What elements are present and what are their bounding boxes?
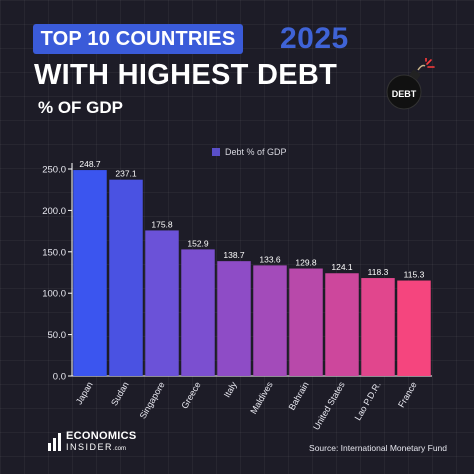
data-label: 152.9 bbox=[187, 238, 209, 248]
y-tick-label: 100.0 bbox=[42, 289, 66, 300]
x-tick-label: Italy bbox=[222, 380, 239, 400]
data-label: 118.3 bbox=[368, 267, 389, 277]
x-tick-label: Lao P.D.R. bbox=[353, 380, 383, 422]
bar-greece bbox=[181, 249, 215, 376]
legend: Debt % of GDP bbox=[212, 147, 287, 157]
data-label: 138.7 bbox=[223, 250, 245, 260]
x-tick-label: Japan bbox=[74, 380, 95, 406]
x-tick-label: Greece bbox=[179, 380, 202, 411]
data-label: 115.3 bbox=[404, 270, 425, 280]
data-label: 248.7 bbox=[79, 159, 101, 169]
data-label: 237.1 bbox=[115, 169, 137, 179]
data-label: 124.1 bbox=[331, 262, 353, 272]
y-tick-label: 150.0 bbox=[42, 247, 66, 258]
x-tick-label: France bbox=[396, 380, 419, 409]
bar-singapore bbox=[145, 230, 179, 376]
legend-label: Debt % of GDP bbox=[225, 147, 287, 157]
bar-italy bbox=[217, 261, 251, 376]
x-tick-label: United States bbox=[311, 380, 347, 432]
bar-japan bbox=[73, 170, 107, 376]
source-note: Source: International Monetary Fund bbox=[309, 443, 447, 453]
y-tick-label: 50.0 bbox=[48, 330, 67, 341]
brand-logo: ECONOMICS INSIDER.com bbox=[48, 431, 137, 455]
y-tick-label: 200.0 bbox=[42, 206, 66, 217]
year-label: 2025 bbox=[280, 22, 349, 55]
chart-subtitle: % OF GDP bbox=[38, 98, 124, 117]
bomb-label: DEBT bbox=[392, 89, 417, 99]
bar-france bbox=[397, 280, 431, 376]
x-tick-label: Bahrain bbox=[287, 380, 311, 412]
x-tick-label: Maldives bbox=[248, 380, 275, 416]
bomb-icon: DEBT bbox=[386, 58, 435, 110]
brand-sub: INSIDER bbox=[66, 442, 114, 452]
brand-name: ECONOMICS bbox=[66, 430, 137, 442]
bar-lao-p-d-r- bbox=[361, 278, 395, 376]
brand-domain: .com bbox=[113, 446, 127, 452]
x-tick-label: Singapore bbox=[138, 380, 167, 421]
title-badge-text: TOP 10 COUNTRIES bbox=[40, 27, 236, 50]
bar-united-states bbox=[325, 273, 359, 376]
headline: WITH HIGHEST DEBT bbox=[34, 59, 338, 91]
title-badge: TOP 10 COUNTRIES bbox=[33, 24, 243, 54]
legend-swatch bbox=[212, 148, 220, 156]
bar-bahrain bbox=[289, 268, 323, 376]
y-tick-label: 250.0 bbox=[42, 165, 66, 176]
y-tick-label: 0.0 bbox=[53, 372, 66, 383]
bar-chart-icon bbox=[48, 433, 61, 451]
bar-maldives bbox=[253, 265, 287, 376]
data-label: 175.8 bbox=[151, 219, 173, 229]
x-tick-label: Sudan bbox=[109, 380, 131, 408]
data-label: 129.8 bbox=[295, 258, 317, 268]
bar-sudan bbox=[109, 179, 143, 376]
data-label: 133.6 bbox=[259, 254, 281, 264]
